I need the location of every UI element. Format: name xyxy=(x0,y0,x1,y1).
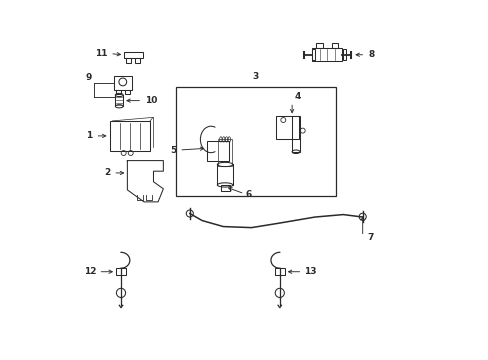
Text: 4: 4 xyxy=(294,92,300,101)
Text: 8: 8 xyxy=(367,50,374,59)
Bar xyxy=(342,49,345,60)
Bar xyxy=(218,139,232,166)
Bar xyxy=(207,141,228,161)
Text: 5: 5 xyxy=(170,145,176,154)
Text: 12: 12 xyxy=(84,267,97,276)
Text: 2: 2 xyxy=(104,168,110,177)
Text: 6: 6 xyxy=(245,190,251,199)
Text: 10: 10 xyxy=(145,96,157,105)
Bar xyxy=(124,90,130,94)
Bar xyxy=(311,49,315,60)
Bar xyxy=(331,44,338,48)
Bar xyxy=(274,268,284,275)
Text: 9: 9 xyxy=(85,73,92,82)
Bar xyxy=(276,117,299,139)
Bar xyxy=(135,58,140,63)
Bar xyxy=(116,90,121,94)
Bar xyxy=(291,117,299,152)
Text: 7: 7 xyxy=(366,233,373,242)
Bar xyxy=(126,58,131,63)
Bar xyxy=(116,268,126,275)
Text: 1: 1 xyxy=(86,131,92,140)
Text: 13: 13 xyxy=(304,267,316,276)
Bar xyxy=(113,76,132,90)
Bar xyxy=(220,185,229,191)
Bar xyxy=(316,44,322,48)
Bar xyxy=(109,121,150,151)
Text: 11: 11 xyxy=(95,49,107,58)
Bar xyxy=(312,48,342,62)
Text: 3: 3 xyxy=(252,72,259,81)
Bar xyxy=(175,86,336,196)
Bar xyxy=(124,51,142,58)
